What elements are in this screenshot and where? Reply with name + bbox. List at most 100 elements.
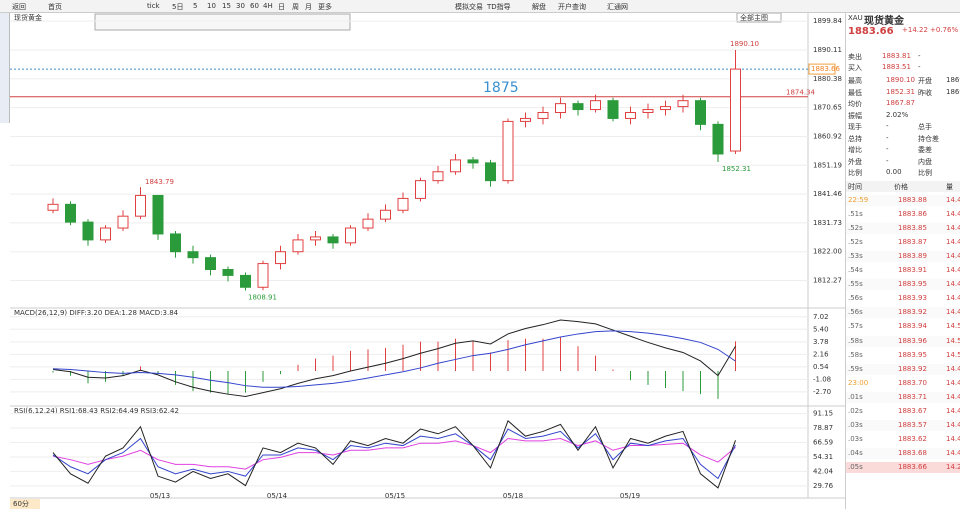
bottom-tab-label[interactable]: 60分 bbox=[13, 499, 29, 508]
trade-cell: 1883.66 bbox=[898, 463, 927, 472]
chart: 现货黄金 全部主图 1875 MACD(26,12,9) DIFF:3.20 D… bbox=[10, 13, 845, 509]
quote-row: 23:00 1883.70 14.4 bbox=[846, 377, 960, 389]
book-cell: - bbox=[918, 52, 921, 60]
toolbar-item[interactable]: 开户查询 bbox=[558, 3, 586, 11]
toolbar-item[interactable]: TD指导 bbox=[487, 3, 511, 11]
candle-body bbox=[345, 227, 356, 244]
quote-row: .58s 1883.95 14.5 bbox=[846, 349, 960, 361]
trade-cell: .55s bbox=[848, 280, 863, 289]
toolbar-item[interactable]: 日 bbox=[278, 3, 285, 11]
candle-body bbox=[257, 263, 269, 288]
y-tick-label: 91.15 bbox=[813, 410, 833, 418]
trade-cell: 1883.57 bbox=[898, 421, 927, 430]
trade-cell: .02s bbox=[848, 407, 863, 415]
main-button[interactable] bbox=[736, 13, 782, 23]
toolbar-item[interactable]: 10 bbox=[207, 2, 216, 10]
trade-header: 时间 bbox=[848, 182, 862, 191]
quote-row: 1883.66 +14.22 +0.76% bbox=[846, 25, 960, 37]
chart-bg bbox=[10, 13, 808, 509]
x-date-label: 05/18 bbox=[503, 492, 523, 500]
trade-cell: .53s bbox=[848, 251, 863, 260]
toolbar-item[interactable]: 5日 bbox=[172, 3, 184, 11]
x-date-label: 05/19 bbox=[620, 492, 640, 500]
trade-cell: 1883.67 bbox=[898, 407, 927, 415]
side-tabs[interactable] bbox=[0, 13, 10, 123]
candle-body bbox=[240, 274, 251, 288]
toolbar-item[interactable]: 解盘 bbox=[532, 3, 546, 11]
book-cell: 买入 bbox=[848, 64, 862, 72]
candle-body bbox=[537, 112, 549, 119]
candle-body bbox=[590, 100, 601, 111]
candle-body bbox=[607, 100, 619, 119]
toolbar-item[interactable]: 周 bbox=[292, 3, 299, 11]
stat-cell: - bbox=[886, 133, 889, 142]
y-tick-label: 66.59 bbox=[813, 439, 833, 447]
candle-body bbox=[397, 197, 409, 211]
candle-body bbox=[135, 194, 146, 217]
toolbar-item[interactable]: 5 bbox=[193, 2, 198, 10]
candle-body bbox=[117, 215, 129, 229]
y-tick-label: 1899.84 bbox=[813, 17, 842, 25]
trade-cell: 14.4 bbox=[946, 392, 960, 401]
trade-cell: 14.4 bbox=[946, 435, 960, 444]
trade-cell: 14.4 bbox=[946, 364, 960, 373]
toolbar-item[interactable]: 60 bbox=[250, 2, 259, 10]
toolbar-item[interactable]: 更多 bbox=[318, 3, 332, 11]
quote-row: 振幅 2.02% bbox=[846, 110, 960, 121]
trade-cell: .01s bbox=[848, 392, 863, 401]
stat-cell: 昨收 bbox=[918, 88, 932, 97]
rsi-title: RSI(6,12,24) RSI1:68.43 RSI2:64.49 RSI3:… bbox=[14, 407, 179, 415]
y-tick-label: 1822.00 bbox=[813, 248, 842, 256]
trade-cell: .54s bbox=[848, 266, 863, 274]
trade-cell: 1883.93 bbox=[898, 294, 927, 303]
x-date-label: 05/15 bbox=[385, 492, 405, 500]
quote-row: .03s 1883.62 14.4 bbox=[846, 434, 960, 446]
book-cell: 1883.51 bbox=[882, 63, 911, 71]
trade-cell: .59s bbox=[848, 364, 863, 373]
quote-row: 均价 1867.87 bbox=[846, 98, 960, 109]
change: +14.22 bbox=[902, 26, 928, 34]
trade-cell: .05s bbox=[848, 463, 863, 472]
trade-cell: 14.4 bbox=[946, 237, 960, 246]
candle-body bbox=[380, 209, 391, 220]
toolbar-item[interactable]: 15 bbox=[222, 2, 231, 10]
toolbar-item[interactable]: 返回 bbox=[12, 3, 26, 11]
trade-cell: .52s bbox=[848, 223, 863, 232]
draw-tools[interactable] bbox=[94, 13, 351, 31]
quote-row: .54s 1883.91 14.4 bbox=[846, 265, 960, 276]
quote-row: .55s 1883.95 14.4 bbox=[846, 279, 960, 291]
toolbar-item[interactable]: 首页 bbox=[48, 3, 62, 11]
stat-cell: 比例 bbox=[848, 169, 862, 177]
toolbar-item[interactable]: 汇通网 bbox=[607, 3, 628, 11]
pct: +0.76% bbox=[930, 26, 959, 34]
price: 1883.66 bbox=[848, 26, 894, 37]
toolbar-item[interactable]: 月 bbox=[305, 3, 312, 11]
quote-row: .03s 1883.57 14.4 bbox=[846, 420, 960, 432]
stat-cell: 增比 bbox=[848, 146, 862, 154]
trade-cell: 14.4 bbox=[946, 195, 960, 204]
stat-cell: 持仓差 bbox=[918, 134, 939, 143]
quote-row: 时间 价格 量 bbox=[846, 180, 960, 192]
trade-cell: 1883.86 bbox=[898, 209, 927, 218]
stat-cell: 0.00 bbox=[886, 168, 902, 176]
trade-cell: 1883.88 bbox=[898, 195, 927, 204]
toolbar-item[interactable]: 30 bbox=[236, 2, 245, 10]
main-button-label[interactable]: 全部主图 bbox=[740, 13, 768, 22]
book-cell: 卖出 bbox=[848, 53, 862, 61]
candle-body bbox=[730, 68, 741, 152]
trade-cell: .04s bbox=[848, 449, 863, 458]
candle-body bbox=[362, 218, 374, 229]
toolbar-item[interactable]: 4H bbox=[263, 2, 273, 10]
toolbar-item[interactable]: 模拟交易 bbox=[455, 3, 483, 11]
y-tick-label: 1841.46 bbox=[813, 190, 842, 198]
quote-row: .58s 1883.96 14.5 bbox=[846, 335, 960, 347]
stat-cell: 最低 bbox=[848, 88, 862, 97]
candle-body bbox=[625, 112, 636, 119]
bottom-tab[interactable] bbox=[10, 499, 40, 509]
stat-cell: 现手 bbox=[848, 123, 862, 131]
y-tick-label: 1890.11 bbox=[813, 46, 842, 54]
toolbar-item[interactable]: tick bbox=[147, 2, 160, 10]
stat-cell: 内盘 bbox=[918, 157, 932, 166]
stat-cell: 最高 bbox=[848, 77, 862, 85]
